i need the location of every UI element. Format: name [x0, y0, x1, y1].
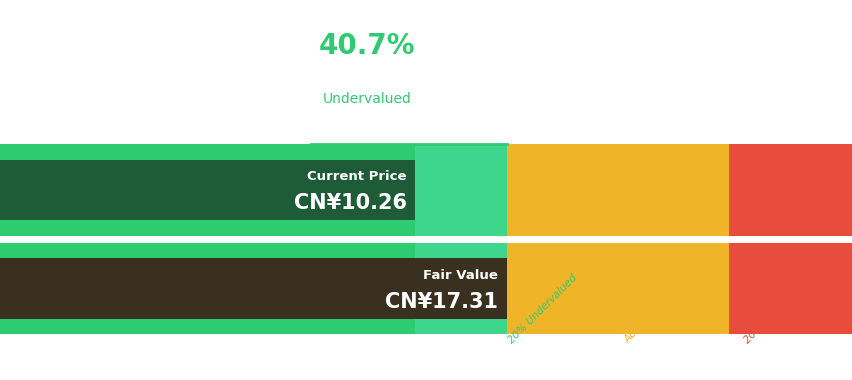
Bar: [728, 243, 852, 334]
Bar: [0, 243, 415, 334]
Bar: [0, 160, 415, 220]
Text: 20% Undervalued: 20% Undervalued: [506, 272, 579, 345]
Text: 20% Overvalued: 20% Overvalued: [741, 277, 809, 345]
Bar: [415, 144, 506, 236]
Bar: [621, 144, 728, 236]
Text: CN¥17.31: CN¥17.31: [385, 292, 498, 312]
Bar: [506, 243, 621, 334]
Bar: [415, 243, 506, 334]
Text: Fair Value: Fair Value: [423, 269, 498, 282]
Text: Current Price: Current Price: [307, 170, 406, 183]
Bar: [0, 144, 415, 236]
Bar: [728, 144, 852, 236]
Bar: [621, 243, 728, 334]
Bar: [0, 258, 506, 319]
Text: 40.7%: 40.7%: [318, 32, 415, 60]
Text: CN¥10.26: CN¥10.26: [294, 193, 406, 213]
Text: About Right: About Right: [622, 294, 672, 345]
Text: Undervalued: Undervalued: [322, 92, 411, 106]
Bar: [506, 144, 621, 236]
